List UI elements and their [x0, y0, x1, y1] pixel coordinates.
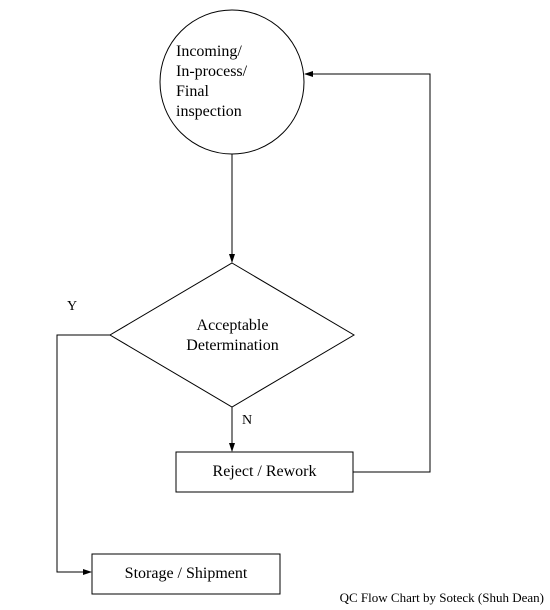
- edge-label-y: Y: [67, 298, 81, 316]
- flowchart-canvas: Incoming/ In-process/ Final inspection A…: [0, 0, 550, 610]
- edge-reject-to-inspection: [305, 74, 430, 472]
- label-reject: Reject / Rework: [176, 462, 353, 482]
- label-storage: Storage / Shipment: [92, 564, 280, 584]
- edge-decision-yes-to-storage: [57, 335, 110, 572]
- caption: QC Flow Chart by Soteck (Shuh Dean): [340, 590, 544, 606]
- edge-label-n: N: [242, 412, 256, 430]
- label-decision: Acceptable Determination: [160, 316, 305, 356]
- label-inspection: Incoming/ In-process/ Final inspection: [176, 42, 288, 122]
